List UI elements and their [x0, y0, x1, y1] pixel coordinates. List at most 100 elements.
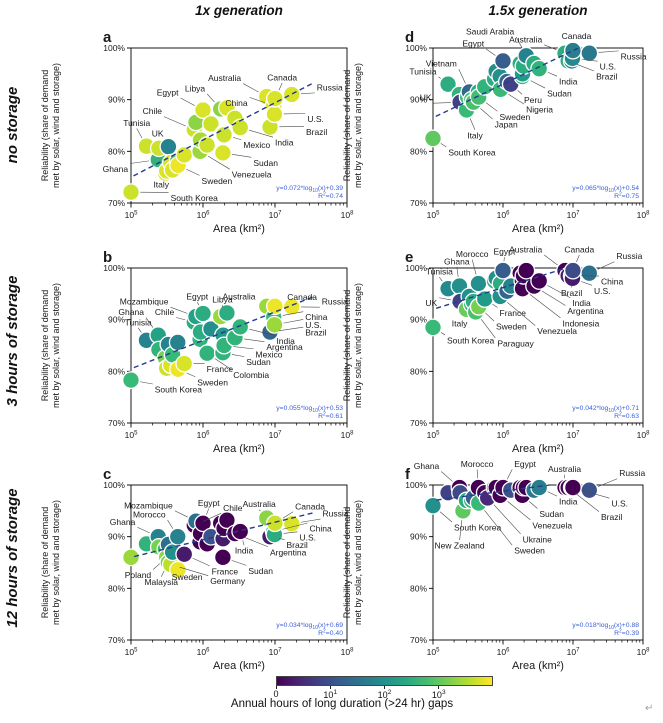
label-leader-line — [137, 327, 142, 333]
label-leader-line — [439, 511, 453, 523]
x-tick-label: 107 — [269, 210, 282, 220]
y-axis-label-line2: met by solar, wind and storage) — [51, 63, 61, 188]
label-leader-line — [581, 489, 610, 499]
fit-equation: y=0.018*log10(x)+0.88 — [572, 622, 639, 631]
y-tick-label: 90% — [410, 95, 427, 105]
label-leader-line — [282, 522, 308, 530]
country-label: France — [212, 566, 239, 576]
data-point-south-korea — [424, 318, 442, 337]
country-label: China — [305, 312, 327, 322]
country-label: Germany — [210, 576, 246, 586]
country-label: Japan — [495, 120, 518, 130]
x-tick-label: 108 — [637, 647, 650, 657]
x-tick-base: 10 — [269, 210, 279, 220]
country-label: Chile — [143, 106, 163, 116]
x-tick-base: 10 — [637, 430, 647, 440]
label-leader-line — [598, 50, 619, 53]
country-label: Argentina — [270, 547, 307, 557]
country-label: Egypt — [157, 88, 179, 98]
label-leader-line — [232, 154, 252, 158]
y-tick-label: 90% — [108, 315, 125, 325]
country-label: Sweden — [172, 572, 203, 582]
label-leader-line — [547, 285, 571, 298]
data-point-canada — [265, 297, 284, 316]
label-leader-line — [282, 311, 304, 316]
data-point-canada — [563, 261, 582, 280]
country-label: Canada — [267, 73, 297, 83]
country-label: Brazil — [305, 328, 326, 338]
country-label: Egypt — [198, 498, 220, 508]
country-label: Brazil — [596, 72, 617, 82]
label-leader-line — [576, 64, 595, 72]
x-tick-label: 106 — [197, 647, 210, 657]
country-label: Italy — [452, 318, 468, 328]
fit-equation: y=0.034*log10(x)+0.69 — [276, 622, 343, 631]
label-leader-line — [441, 471, 453, 482]
label-leader-line — [282, 511, 294, 519]
x-tick-label: 105 — [427, 210, 440, 220]
fit-r-squared: R2=0.74 — [318, 192, 343, 200]
x-tick-exp: 6 — [506, 431, 510, 437]
x-tick-base: 10 — [427, 430, 437, 440]
country-label: Argentina — [567, 306, 604, 316]
country-label: Sweden — [197, 377, 228, 387]
country-label: France — [207, 364, 234, 374]
country-label: Brazil — [601, 512, 622, 522]
x-tick-label: 107 — [269, 647, 282, 657]
x-tick-exp: 8 — [646, 211, 650, 217]
country-label: Libya — [185, 83, 206, 93]
plot-border — [130, 47, 348, 204]
country-label: Mexico — [256, 349, 283, 359]
country-label: Russia — [323, 509, 349, 519]
country-label: Mexico — [243, 140, 270, 150]
x-tick-base: 10 — [197, 210, 207, 220]
fit-r-squared: R2=0.39 — [614, 629, 639, 637]
y-axis-label-line1: Reliability (share of demand — [40, 290, 50, 402]
label-leader-line — [597, 261, 615, 270]
colorbar-tick-mark — [275, 686, 277, 689]
colorbar-tick-mark — [438, 686, 440, 689]
data-point-egypt — [494, 261, 512, 280]
data-point-russia — [580, 44, 599, 63]
data-point — [202, 114, 220, 133]
label-leader-line — [233, 346, 254, 350]
y-axis-label-line2: met by solar, wind and storage) — [353, 63, 363, 188]
r2-sup: 2 — [323, 629, 326, 635]
country-label: Chile — [223, 503, 243, 513]
colorbar-tick-mark — [384, 686, 385, 689]
country-label: Venezuela — [532, 520, 572, 530]
country-label: Tunisia — [125, 317, 152, 327]
data-point-egypt — [194, 514, 212, 533]
eq-sub: 10 — [312, 625, 318, 631]
country-label: Tunisia — [409, 66, 436, 76]
label-leader-line — [541, 290, 566, 306]
r2-val: =0.61 — [326, 413, 343, 420]
country-label: Australia — [222, 292, 255, 302]
label-leader-line — [581, 59, 598, 62]
r2-val: =0.74 — [326, 193, 343, 200]
label-leader-line — [485, 102, 498, 112]
trend-line — [131, 511, 315, 559]
data-point-tunisia — [439, 75, 457, 94]
country-label: Sudan — [246, 357, 271, 367]
label-leader-line — [214, 358, 232, 370]
eq-main: y=0.072*log — [276, 185, 312, 192]
r2-val: =0.63 — [622, 413, 639, 420]
label-leader-line — [301, 92, 315, 95]
eq-main: y=0.042*log — [572, 405, 608, 412]
r2-val: =0.75 — [622, 193, 639, 200]
country-label: South Korea — [448, 147, 496, 157]
country-label: Ghana — [103, 164, 129, 174]
label-leader-line — [493, 504, 521, 535]
country-label: India — [275, 138, 294, 148]
country-label: Russia — [317, 82, 343, 92]
label-leader-line — [476, 469, 479, 479]
y-tick-label: 100% — [103, 43, 125, 53]
y-tick-label: 70% — [410, 198, 427, 208]
country-label: UK — [420, 93, 432, 103]
plot-border — [130, 267, 348, 424]
country-label: Canada — [562, 31, 592, 41]
x-tick-base: 10 — [567, 210, 577, 220]
y-tick-label: 90% — [410, 532, 427, 542]
